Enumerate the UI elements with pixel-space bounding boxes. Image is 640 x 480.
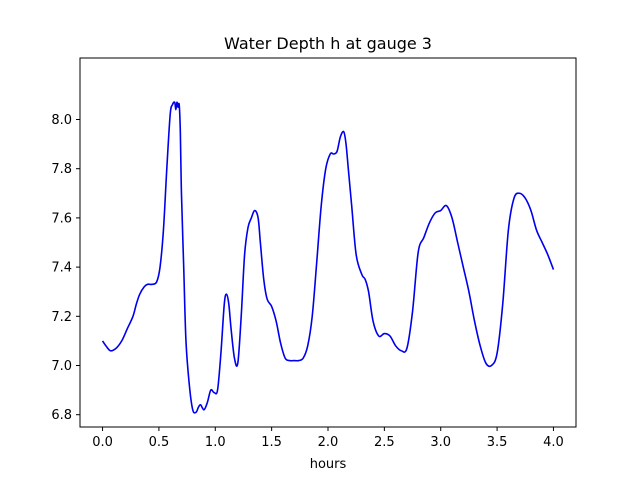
x-tick-label: 1.0 xyxy=(205,435,226,450)
x-tick-label: 3.0 xyxy=(430,435,451,450)
x-tick-label: 2.5 xyxy=(374,435,395,450)
y-tick-label: 7.0 xyxy=(51,359,72,374)
chart-title: Water Depth h at gauge 3 xyxy=(224,34,432,53)
x-tick-label: 4.0 xyxy=(543,435,564,450)
axes-frame xyxy=(79,57,577,428)
x-tick-label: 0.5 xyxy=(149,435,170,450)
x-axis-label: hours xyxy=(310,457,347,472)
y-tick-label: 7.4 xyxy=(51,261,72,276)
x-tick-label: 1.5 xyxy=(261,435,282,450)
x-tick-label: 3.5 xyxy=(487,435,508,450)
series-line xyxy=(101,101,555,414)
x-tick-label: 0.0 xyxy=(92,435,113,450)
y-tick-label: 7.6 xyxy=(51,211,72,226)
y-tick-label: 8.0 xyxy=(51,113,72,128)
y-tick-label: 7.8 xyxy=(51,162,72,177)
plot-area xyxy=(101,101,555,414)
axis-ticks: 0.0 0.5 1.0 1.5 2.0 2.5 3.0 3.5 4.0 6.8 7.0 7.2 7.4 7… xyxy=(51,113,563,450)
y-tick-label: 6.8 xyxy=(51,408,72,423)
y-tick-label: 7.2 xyxy=(51,310,72,325)
x-tick-label: 2.0 xyxy=(318,435,339,450)
